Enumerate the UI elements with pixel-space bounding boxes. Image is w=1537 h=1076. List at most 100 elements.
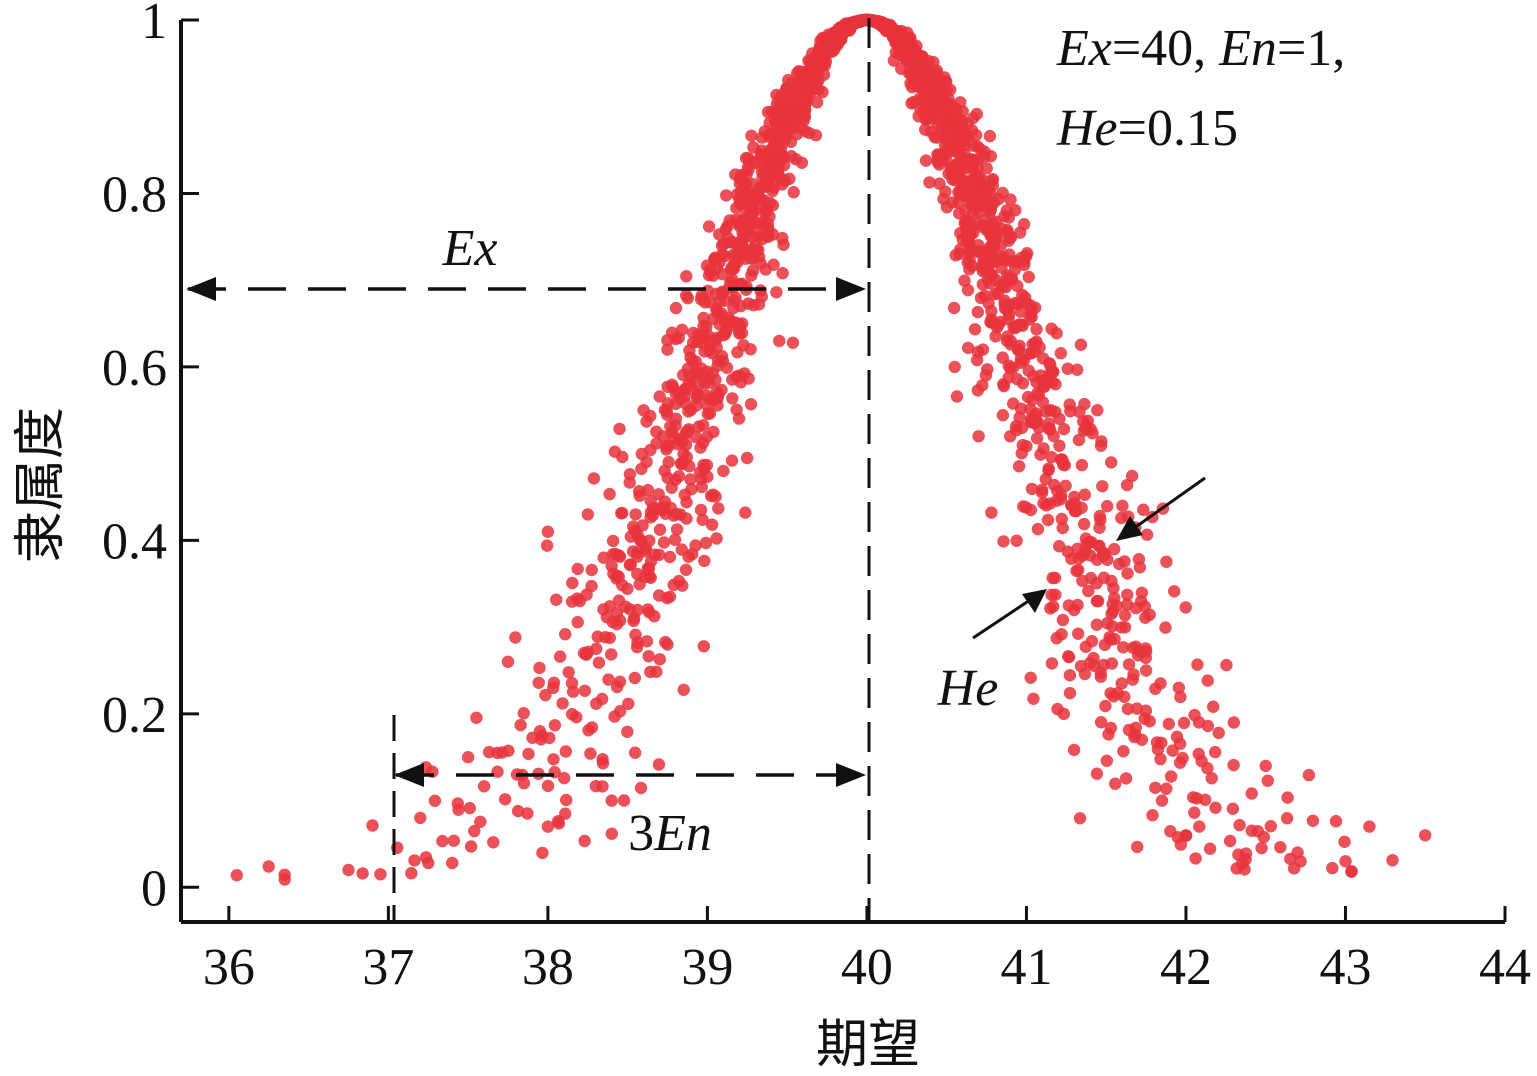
data-point [556,697,569,710]
data-point [726,392,739,405]
data-point [1082,584,1095,598]
data-point [985,506,998,519]
x-axis-title: 期望 [816,1015,920,1075]
data-point [1022,364,1035,377]
data-point [1329,815,1343,828]
data-point [707,425,720,439]
data-point [762,130,776,143]
data-point [605,648,618,661]
data-point [1030,323,1043,336]
data-point [956,105,969,118]
data-point [689,430,702,444]
data-point [953,247,966,260]
data-point [1093,521,1106,534]
data-point [1281,791,1294,804]
data-point [953,207,966,220]
data-point [1143,715,1156,728]
data-point [603,487,616,501]
data-point [1090,767,1104,780]
data-point [742,372,755,385]
data-point [680,512,693,525]
data-point [703,392,716,406]
data-point [954,226,967,240]
data-point [1020,247,1034,260]
data-point [1110,599,1123,613]
data-point [374,868,387,881]
data-point [976,278,989,291]
data-point [708,252,721,266]
data-point [603,600,616,613]
data-point [1032,421,1046,434]
data-point [1054,492,1068,506]
data-point [698,554,711,568]
data-point [653,523,667,536]
data-point [661,638,674,651]
data-point [1010,423,1023,437]
data-point [745,208,758,222]
data-point [1050,327,1063,340]
data-point [1121,702,1135,716]
data-point [661,334,674,347]
data-point [1044,404,1058,417]
tick-labels: 36 37 38 39 40 41 42 43 44 0 0.2 0.4 0.6 0.8 1 [102,0,1531,996]
data-point [974,291,988,305]
data-point [1081,414,1095,427]
data-point [717,286,730,299]
y-tick-label: 1 [141,0,167,50]
data-point [658,464,671,477]
data-point [922,84,935,97]
data-point [1058,459,1072,472]
data-point [642,650,655,663]
data-point [405,867,418,880]
data-point [963,227,976,241]
data-point [607,567,620,580]
data-point [1022,270,1035,284]
data-point [1012,460,1026,473]
data-point [559,807,572,820]
params-line-1: Ex=40, En=1, [1056,20,1345,77]
data-point [1117,745,1130,758]
data-point [1160,555,1173,568]
data-point [624,558,637,571]
data-point [1117,641,1130,654]
data-point [643,569,656,583]
data-point [657,536,671,549]
data-point [935,94,948,107]
data-point [717,464,730,478]
data-point [726,235,739,249]
data-point [634,781,648,795]
data-point [1078,488,1092,501]
data-point [1077,517,1091,531]
data-point [1055,512,1069,526]
data-point [650,425,663,438]
data-point [699,370,713,384]
data-point [1004,193,1017,206]
data-point [428,794,442,807]
data-point [1164,770,1178,783]
data-point [447,834,460,847]
data-point [1212,726,1225,740]
data-point [703,335,716,349]
data-point [1179,601,1192,614]
data-point [670,523,684,536]
he-arrow-lower-head [1022,589,1047,613]
data-point [1154,752,1167,766]
data-point [627,614,640,628]
data-point [573,594,586,608]
data-point [971,305,984,319]
data-point [1045,657,1059,670]
data-point [1287,862,1301,875]
data-point [911,80,925,93]
data-point [800,70,813,83]
data-point [514,718,527,732]
data-point [482,745,496,759]
data-point [1168,585,1181,598]
data-point [968,323,982,336]
data-point [451,797,464,810]
data-point [1302,768,1316,782]
data-point [616,450,629,464]
data-point [1118,609,1132,622]
data-point [832,27,845,40]
data-point [1079,640,1093,653]
data-point [1078,667,1092,681]
